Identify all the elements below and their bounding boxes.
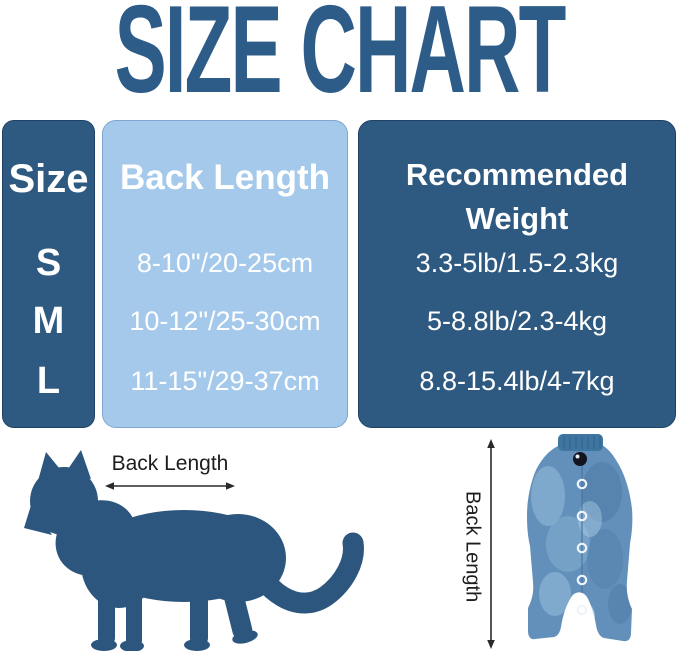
weight-value-m: 5-8.8lb/2.3-4kg xyxy=(426,305,608,336)
back-length-column: Back Length 8-10"/20-25cm 10-12"/25-30cm… xyxy=(102,120,348,428)
recommended-weight-column-header: Recommended Weight xyxy=(405,157,629,236)
back-length-value-l: 11-15"/29-37cm xyxy=(130,365,320,396)
back-length-value-m: 10-12"/25-30cm xyxy=(129,305,321,336)
size-value-m: M xyxy=(32,299,65,342)
cat-silhouette-icon xyxy=(24,446,369,651)
size-value-s: S xyxy=(35,241,62,284)
weight-value-l: 8.8-15.4lb/4-7kg xyxy=(419,365,615,396)
cat-back-length-label: Back Length xyxy=(111,452,229,475)
size-column: Size S M L xyxy=(2,120,95,428)
weight-value-s: 3.3-5lb/1.5-2.3kg xyxy=(415,247,619,278)
back-length-vertical-arrow-icon xyxy=(484,438,498,650)
back-length-value-s: 8-10"/20-25cm xyxy=(136,247,314,278)
suit-back-length-label: Back Length xyxy=(461,491,484,603)
page-title: SIZE CHART xyxy=(114,0,567,119)
back-length-horizontal-arrow-icon xyxy=(104,479,236,493)
recommended-weight-column: Recommended Weight 3.3-5lb/1.5-2.3kg 5-8… xyxy=(358,120,676,428)
back-length-column-header: Back Length xyxy=(119,158,331,197)
size-value-l: L xyxy=(36,359,61,402)
recovery-suit-photo xyxy=(520,434,642,648)
size-column-header: Size xyxy=(8,156,89,201)
